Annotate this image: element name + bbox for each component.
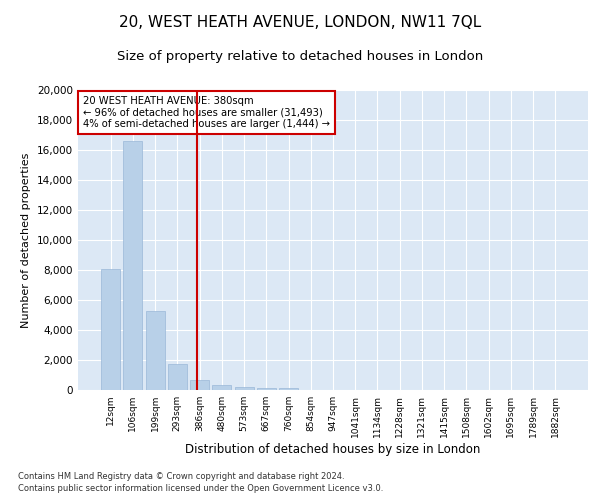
Y-axis label: Number of detached properties: Number of detached properties (22, 152, 31, 328)
Text: Contains public sector information licensed under the Open Government Licence v3: Contains public sector information licen… (18, 484, 383, 493)
Text: Contains HM Land Registry data © Crown copyright and database right 2024.: Contains HM Land Registry data © Crown c… (18, 472, 344, 481)
Bar (124, 141, 142, 390)
Text: 20, WEST HEATH AVENUE, LONDON, NW11 7QL: 20, WEST HEATH AVENUE, LONDON, NW11 7QL (119, 15, 481, 30)
Bar (101, 268, 120, 390)
Bar (190, 380, 209, 390)
Text: 20 WEST HEATH AVENUE: 380sqm
← 96% of detached houses are smaller (31,493)
4% of: 20 WEST HEATH AVENUE: 380sqm ← 96% of de… (83, 96, 330, 129)
Bar (168, 364, 187, 390)
X-axis label: Distribution of detached houses by size in London: Distribution of detached houses by size … (185, 442, 481, 456)
Bar (257, 388, 276, 390)
Text: Size of property relative to detached houses in London: Size of property relative to detached ho… (117, 50, 483, 63)
Bar (146, 310, 164, 390)
Bar (212, 385, 231, 390)
Bar (235, 387, 254, 390)
Bar (279, 388, 298, 390)
